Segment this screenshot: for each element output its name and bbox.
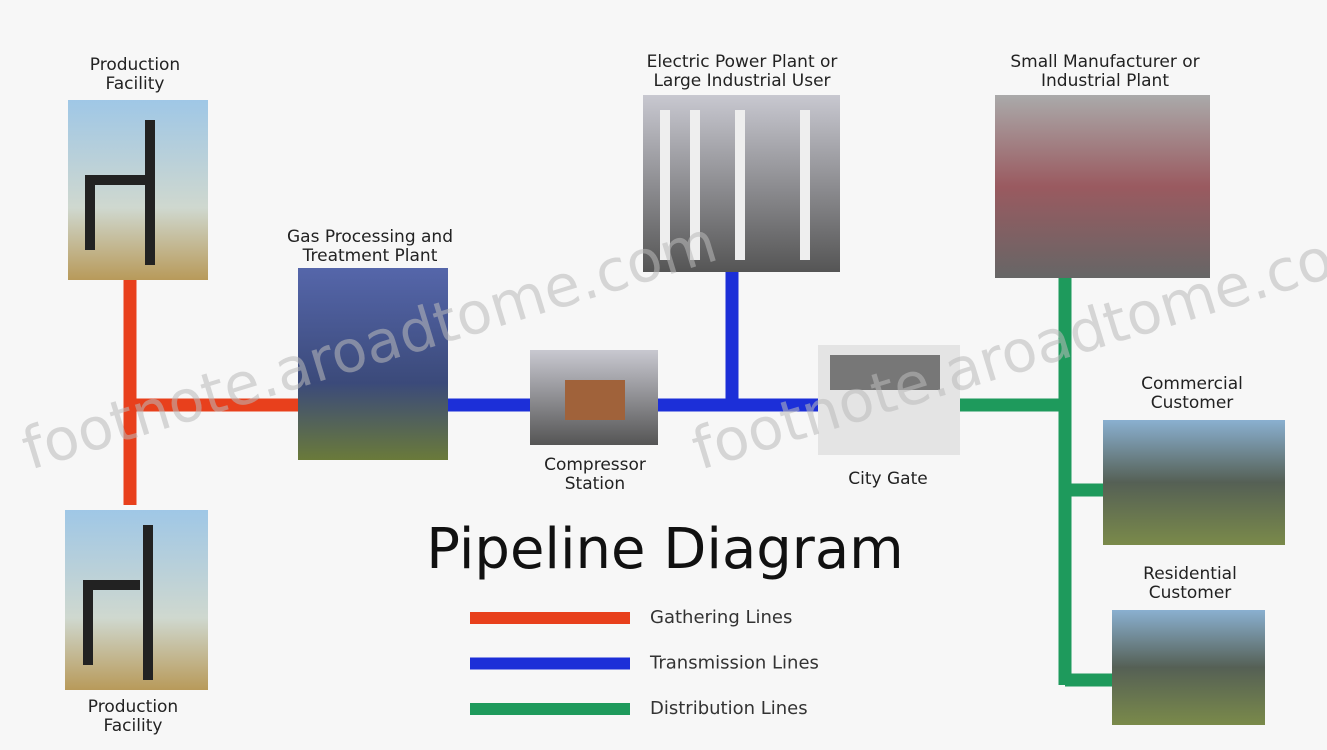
legend-label: Gathering Lines [650,607,792,628]
node-label: Treatment Plant [302,246,438,266]
node-label: Compressor [544,455,646,475]
node-label: Small Manufacturer or [1010,52,1199,72]
legend-label: Distribution Lines [650,698,808,719]
node-image [1112,610,1265,725]
node-image [1103,420,1285,545]
node-label: Customer [1151,393,1234,413]
node-label: City Gate [848,469,927,489]
node-label: Facility [104,716,163,736]
legend-label: Transmission Lines [649,653,819,674]
title: Pipeline Diagram [426,517,903,582]
icon [565,380,625,420]
node-label: Large Industrial User [653,71,830,91]
node-label: Facility [106,74,165,94]
node-label: Production [90,55,180,75]
node-label: Residential [1143,564,1237,584]
node-label: Production [88,697,178,717]
node-label: Commercial [1141,374,1243,394]
node-label: Gas Processing and [287,227,453,247]
node-label: Customer [1149,583,1232,603]
node-image [995,95,1210,278]
pipeline-diagram: ProductionFacilityGas Processing andTrea… [0,0,1327,750]
node-label: Station [565,474,625,494]
node-label: Industrial Plant [1041,71,1169,91]
node-label: Electric Power Plant or [647,52,838,72]
